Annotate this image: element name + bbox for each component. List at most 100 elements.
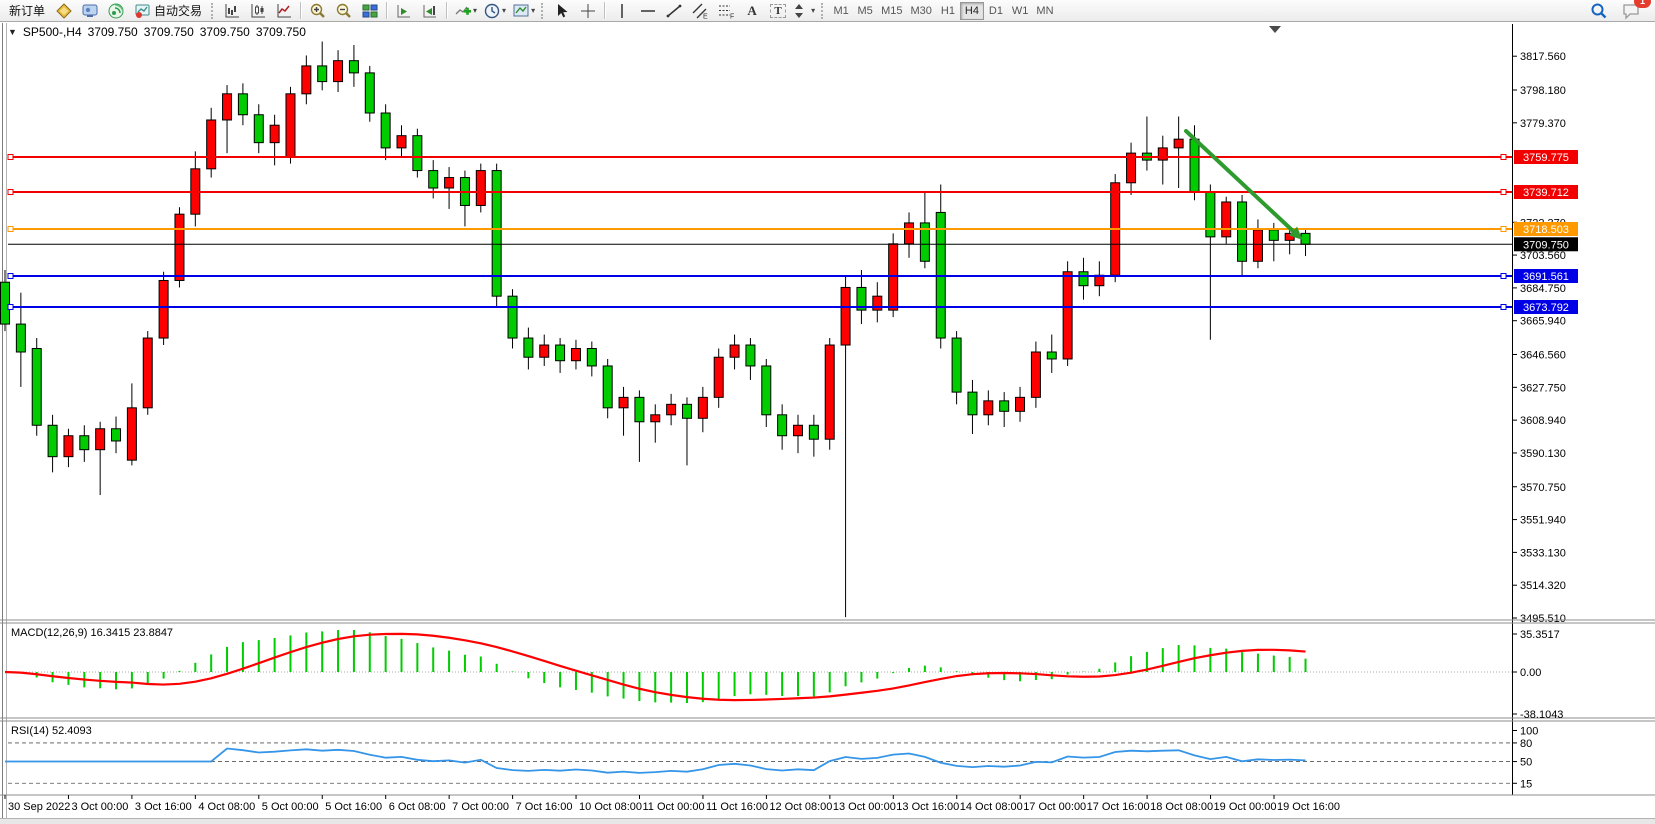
chevron-down-icon: ▾ — [473, 6, 478, 15]
timeframe-button-H4[interactable]: H4 — [959, 1, 984, 20]
candle-body — [761, 365, 772, 416]
price-axis-label: 3533.130 — [1520, 547, 1566, 559]
candlestick-chart-icon[interactable] — [245, 0, 271, 22]
candle-body — [222, 93, 233, 121]
autotrading-button[interactable]: 自动交易 — [129, 1, 208, 21]
candle-body — [602, 365, 613, 409]
trendline-icon[interactable] — [661, 0, 687, 22]
zoom-out-icon[interactable] — [331, 0, 357, 22]
timeframe-button-H1[interactable]: H1 — [936, 2, 960, 20]
price-level-tag-text: 3739.712 — [1523, 187, 1569, 199]
chart-canvas[interactable]: 3817.5603798.1803779.3703722.3703703.560… — [0, 22, 1655, 823]
candle-body — [1173, 138, 1184, 149]
gold-cube-icon[interactable] — [51, 0, 77, 22]
fibonacci-icon[interactable]: F — [713, 0, 739, 22]
text-label-icon[interactable]: T — [765, 0, 791, 22]
vertical-line-icon[interactable] — [609, 0, 635, 22]
rsi-axis-label: 15 — [1520, 778, 1532, 790]
new-order-label: 新订单 — [9, 4, 46, 18]
chart-shift-icon[interactable] — [417, 0, 443, 22]
price-axis-label: 3798.180 — [1520, 85, 1566, 97]
symbol-period-label: SP500-,H4 — [22, 25, 82, 39]
timeframe-button-W1[interactable]: W1 — [1008, 2, 1033, 20]
line-anchor[interactable] — [7, 273, 14, 280]
crosshair-icon[interactable] — [575, 0, 601, 22]
price-axis-label: 3627.750 — [1520, 382, 1566, 394]
equidistant-channel-icon[interactable]: E — [687, 0, 713, 22]
line-anchor[interactable] — [7, 304, 14, 311]
tile-windows-icon[interactable] — [357, 0, 383, 22]
toolbar-grip[interactable] — [821, 2, 826, 19]
rsi-axis-label: 100 — [1520, 726, 1538, 738]
line-anchor[interactable] — [7, 226, 14, 233]
line-anchor[interactable] — [1500, 154, 1507, 161]
macd-axis-label: 0.00 — [1520, 667, 1541, 679]
time-axis-label: 10 Oct 08:00 — [579, 801, 642, 813]
candle-body — [1126, 152, 1137, 184]
time-axis-label: 19 Oct 00:00 — [1214, 801, 1277, 813]
candle-body — [126, 407, 137, 461]
text-icon[interactable]: A — [739, 0, 765, 22]
chart-shift-marker[interactable] — [1269, 26, 1281, 33]
time-axis-label: 4 Oct 08:00 — [198, 801, 255, 813]
time-axis-label: 14 Oct 08:00 — [960, 801, 1023, 813]
strategy-tester-icon[interactable] — [77, 0, 103, 22]
candle-body — [174, 213, 185, 281]
one-click-trading-toggle[interactable]: ▼ — [8, 27, 17, 37]
line-anchor[interactable] — [7, 189, 14, 196]
auto-scroll-icon[interactable] — [391, 0, 417, 22]
line-anchor[interactable] — [1500, 273, 1507, 280]
timeframe-button-MN[interactable]: MN — [1032, 2, 1057, 20]
cursor-icon[interactable] — [549, 0, 575, 22]
text-glyph: A — [747, 2, 757, 18]
candle-body — [1062, 271, 1073, 360]
price-level-tag — [1514, 269, 1578, 284]
candle-body — [1205, 191, 1216, 238]
timeframe-button-M15[interactable]: M15 — [877, 2, 906, 20]
autotrading-icon — [135, 4, 150, 18]
periods-clock-icon[interactable]: ▾ — [480, 0, 509, 22]
price-level-tag — [1514, 300, 1578, 315]
line-chart-icon[interactable] — [271, 0, 297, 22]
candle-body — [777, 414, 788, 437]
candle-body — [983, 400, 994, 416]
candle-body — [919, 222, 930, 262]
new-order-button[interactable]: 新订单 — [3, 1, 51, 21]
line-anchor[interactable] — [7, 154, 14, 161]
candle-body — [1237, 201, 1248, 262]
toolbar-grip[interactable] — [211, 2, 216, 19]
zoom-in-icon[interactable] — [305, 0, 331, 22]
price-level-tag — [1514, 150, 1578, 165]
notifications-icon[interactable]: 1 — [1618, 0, 1651, 22]
rsi-axis-label: 50 — [1520, 757, 1532, 769]
timeframe-button-D1[interactable]: D1 — [984, 2, 1008, 20]
candle-body — [237, 93, 248, 116]
bar-chart-icon[interactable] — [219, 0, 245, 22]
add-indicator-icon[interactable]: ▾ — [451, 0, 480, 22]
price-level-tag-text: 3673.792 — [1523, 302, 1569, 314]
timeframe-button-M5[interactable]: M5 — [853, 2, 877, 20]
templates-icon[interactable]: ▾ — [509, 0, 538, 22]
timeframe-button-M30[interactable]: M30 — [907, 2, 936, 20]
time-axis-label: 11 Oct 00:00 — [643, 801, 705, 813]
trend-arrow[interactable] — [1184, 129, 1295, 233]
time-axis-label: 17 Oct 00:00 — [1023, 801, 1086, 813]
candle-body — [158, 279, 169, 339]
arrows-icon[interactable]: ▾ — [791, 0, 818, 22]
time-axis-label: 17 Oct 16:00 — [1087, 801, 1150, 813]
time-axis-label: 7 Oct 00:00 — [452, 801, 509, 813]
trend-arrow-head[interactable] — [1288, 226, 1303, 240]
line-anchor[interactable] — [1500, 189, 1507, 196]
line-anchor[interactable] — [1500, 226, 1507, 233]
candle-body — [507, 295, 518, 339]
timeframe-button-M1[interactable]: M1 — [829, 2, 853, 20]
horizontal-line-icon[interactable] — [635, 0, 661, 22]
ohlc-low: 3709.750 — [199, 25, 250, 39]
signals-icon[interactable] — [103, 0, 129, 22]
toolbar-grip[interactable] — [541, 2, 546, 19]
candle-body — [269, 124, 280, 144]
candle-body — [570, 348, 581, 362]
time-axis-label: 6 Oct 08:00 — [389, 801, 446, 813]
search-icon[interactable] — [1586, 0, 1612, 22]
line-anchor[interactable] — [1500, 304, 1507, 311]
